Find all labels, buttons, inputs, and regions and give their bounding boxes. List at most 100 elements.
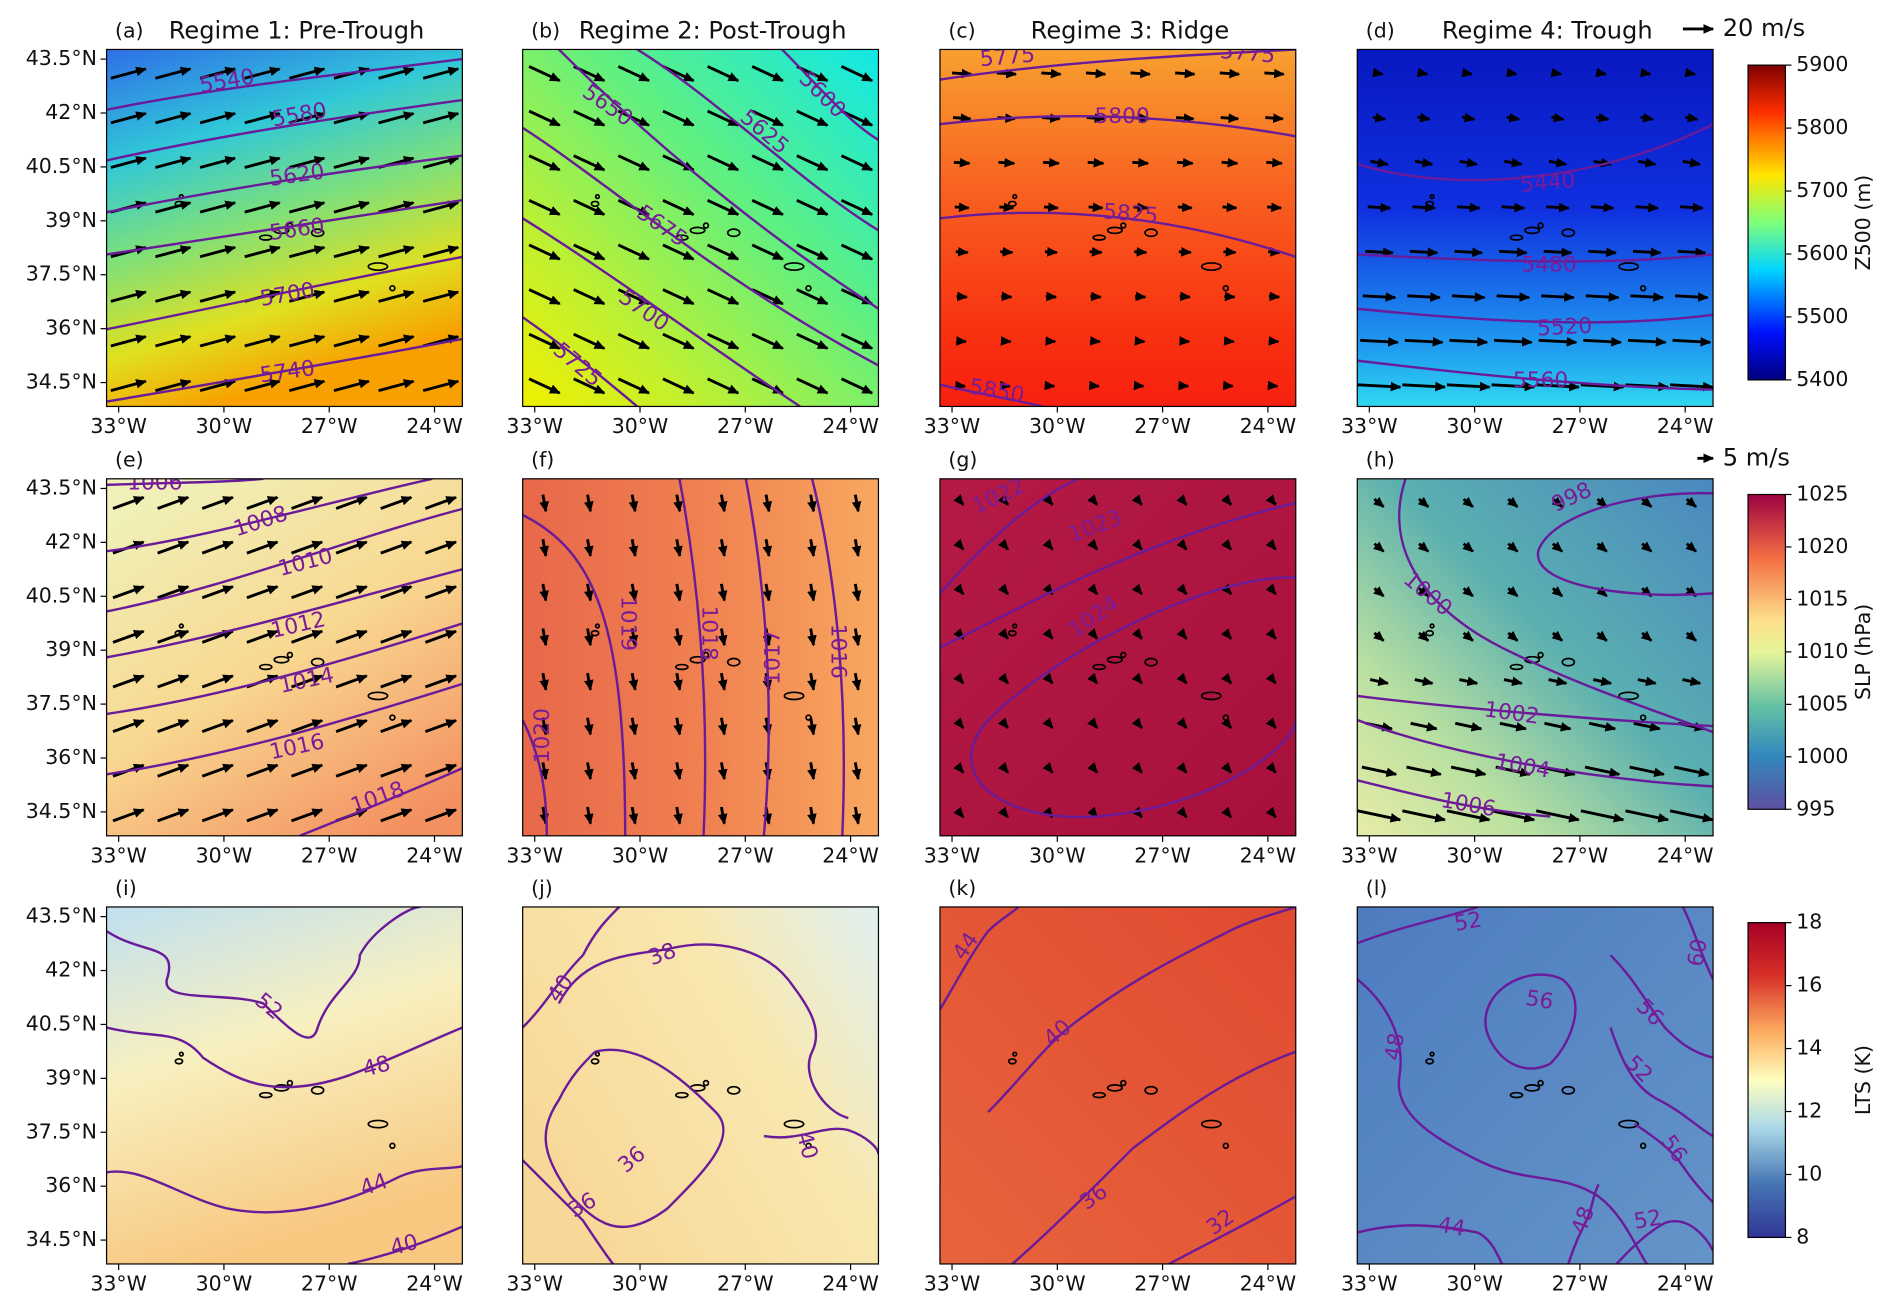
wind-vector	[617, 332, 651, 350]
contour-line	[939, 383, 1043, 407]
wind-vector	[157, 496, 190, 510]
x-tick-label: 33°W	[1341, 414, 1398, 438]
panel-title: Regime 3: Ridge	[1031, 16, 1230, 44]
wind-vector	[380, 763, 413, 778]
wind-vector	[953, 157, 971, 168]
wind-vector	[288, 66, 326, 80]
contour-line	[970, 576, 1296, 819]
x-tick-label: 27°W	[1552, 1271, 1609, 1295]
wind-vector	[1595, 67, 1607, 78]
contour-line	[1357, 307, 1714, 324]
island-coastline	[1120, 1079, 1127, 1087]
island-coastline	[1144, 228, 1158, 238]
wind-vector	[1131, 494, 1143, 506]
wind-vector	[112, 496, 145, 510]
map-panel: 1020 1019 1018 1017 1016	[522, 478, 880, 837]
wind-vector	[424, 719, 458, 733]
wind-vector	[1596, 541, 1608, 553]
wind-vector	[662, 332, 695, 350]
wind-vector	[717, 672, 728, 691]
panel-label: (j)	[531, 876, 553, 900]
x-tick-label: 33°W	[1341, 843, 1398, 867]
x-tick-label: 27°W	[1134, 414, 1191, 438]
contour-line	[106, 682, 463, 776]
wind-vector	[155, 379, 192, 393]
y-tick-label: 37.5°N	[26, 262, 97, 286]
island-coastline	[1524, 226, 1541, 235]
x-tick-label: 30°W	[1446, 414, 1503, 438]
y-tick-label: 43.5°N	[26, 46, 97, 70]
contour-label: 1017	[761, 630, 786, 685]
wind-vector	[851, 538, 862, 558]
contour-line	[106, 1165, 463, 1214]
wind-vector	[1221, 806, 1233, 819]
island-coastline	[805, 714, 812, 721]
panel-label: (c)	[948, 18, 975, 42]
wind-vector	[807, 628, 817, 647]
wind-vector	[539, 672, 549, 691]
island-coastline	[689, 226, 706, 235]
contour-label: 5775	[1219, 39, 1276, 69]
wind-vector	[1179, 336, 1191, 346]
wind-vector	[1414, 676, 1434, 687]
island-coastline	[1222, 1142, 1230, 1150]
panel-label: (b)	[531, 18, 560, 42]
contour-line	[1357, 718, 1714, 788]
wind-vector	[378, 334, 415, 348]
x-tick-label: 27°W	[1134, 843, 1191, 867]
wind-vector	[1131, 628, 1143, 640]
island-coastline	[702, 651, 710, 659]
wind-vector	[1685, 630, 1697, 642]
wind-vector	[1001, 291, 1013, 302]
wind-vector	[751, 65, 784, 83]
contour-line	[763, 1127, 879, 1155]
wind-vector	[1491, 809, 1536, 823]
wind-vector	[851, 583, 862, 602]
x-tick-label: 33°W	[506, 414, 563, 438]
wind-vector	[1041, 68, 1062, 79]
wind-vector	[1087, 628, 1099, 640]
x-tick-label: 27°W	[1552, 414, 1609, 438]
wind-vector	[112, 674, 145, 689]
wind-vector	[199, 379, 237, 393]
y-tick-label: 39°N	[45, 637, 97, 661]
wind-vector	[717, 494, 728, 513]
wind-vector	[1499, 721, 1528, 732]
x-tick-label: 27°W	[1552, 843, 1609, 867]
wind-vector	[1176, 806, 1188, 819]
wind-vector	[762, 583, 773, 602]
wind-vector	[1042, 538, 1054, 551]
wind-vector	[1506, 586, 1519, 598]
wind-vector	[1268, 336, 1280, 346]
colorbar-tick-label: 10	[1796, 1161, 1822, 1185]
contour-line	[106, 507, 463, 613]
wind-vector	[1639, 67, 1652, 78]
wind-vector	[751, 109, 784, 127]
island-coastline	[367, 262, 389, 272]
x-tick-label: 33°W	[90, 414, 147, 438]
wind-vector	[706, 288, 740, 306]
contour-line	[1357, 123, 1714, 182]
wind-vector	[290, 674, 324, 689]
contour-line	[522, 719, 548, 836]
wind-vector	[628, 672, 639, 691]
wind-vector	[999, 202, 1015, 213]
wind-vector	[1177, 202, 1193, 213]
wind-vector	[1222, 202, 1238, 213]
wind-vector	[1221, 672, 1233, 685]
island-coastline	[1092, 663, 1107, 671]
island-coastline	[702, 222, 710, 229]
wind-vector	[706, 198, 740, 216]
wind-vector	[997, 672, 1009, 685]
x-tick-label: 30°W	[1029, 1271, 1086, 1295]
wind-vector	[584, 628, 594, 647]
x-tick-label: 24°W	[1240, 843, 1297, 867]
wind-vector	[380, 540, 413, 555]
colorbar-label: LTS (K)	[1851, 1045, 1875, 1115]
wind-vector	[1503, 676, 1523, 687]
island-coastline	[1007, 629, 1017, 637]
wind-vector	[1592, 676, 1613, 687]
x-tick-label: 30°W	[612, 843, 669, 867]
wind-vector	[628, 717, 639, 736]
